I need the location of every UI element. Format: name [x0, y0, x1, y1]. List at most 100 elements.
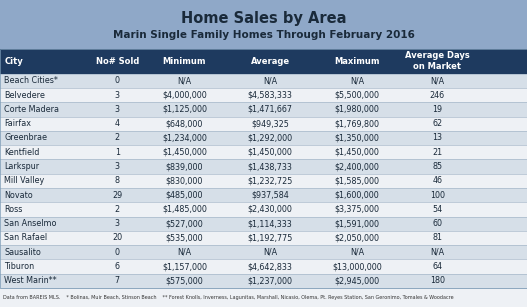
FancyBboxPatch shape — [0, 88, 527, 102]
FancyBboxPatch shape — [0, 131, 527, 145]
Text: $1,234,000: $1,234,000 — [162, 134, 207, 142]
Text: $1,769,800: $1,769,800 — [335, 119, 379, 128]
Text: $839,000: $839,000 — [165, 162, 203, 171]
Text: N/A: N/A — [178, 248, 191, 257]
Text: 180: 180 — [430, 276, 445, 285]
Text: 81: 81 — [433, 233, 442, 243]
Text: $1,450,000: $1,450,000 — [335, 148, 379, 157]
Text: Data from BAREIS MLS.    * Bolinas, Muir Beach, Stinson Beach    ** Forest Knoll: Data from BAREIS MLS. * Bolinas, Muir Be… — [3, 295, 453, 300]
Text: N/A: N/A — [431, 76, 444, 85]
Text: $13,000,000: $13,000,000 — [332, 262, 382, 271]
Text: $1,980,000: $1,980,000 — [335, 105, 379, 114]
Text: 2: 2 — [115, 205, 120, 214]
Text: West Marin**: West Marin** — [4, 276, 57, 285]
FancyBboxPatch shape — [0, 102, 527, 117]
Text: Belvedere: Belvedere — [4, 91, 45, 99]
FancyBboxPatch shape — [0, 117, 527, 131]
FancyBboxPatch shape — [0, 74, 527, 88]
FancyBboxPatch shape — [0, 259, 527, 274]
Text: $527,000: $527,000 — [165, 219, 203, 228]
Text: $1,292,000: $1,292,000 — [248, 134, 292, 142]
Text: $485,000: $485,000 — [165, 191, 203, 200]
Text: $1,192,775: $1,192,775 — [247, 233, 293, 243]
Text: 1: 1 — [115, 148, 120, 157]
Text: Beach Cities*: Beach Cities* — [4, 76, 58, 85]
Text: 4: 4 — [115, 119, 120, 128]
Text: $575,000: $575,000 — [165, 276, 203, 285]
Text: N/A: N/A — [263, 76, 277, 85]
Text: $1,125,000: $1,125,000 — [162, 105, 207, 114]
Text: $2,430,000: $2,430,000 — [248, 205, 292, 214]
Text: $1,585,000: $1,585,000 — [335, 176, 379, 185]
Text: Kentfield: Kentfield — [4, 148, 40, 157]
Text: N/A: N/A — [431, 248, 444, 257]
Text: 60: 60 — [433, 219, 442, 228]
Text: $1,450,000: $1,450,000 — [162, 148, 207, 157]
Text: Ross: Ross — [4, 205, 23, 214]
FancyBboxPatch shape — [0, 0, 527, 49]
Text: Fairfax: Fairfax — [4, 119, 31, 128]
Text: $1,471,667: $1,471,667 — [248, 105, 292, 114]
Text: Maximum: Maximum — [334, 56, 380, 66]
Text: No# Sold: No# Sold — [95, 56, 139, 66]
Text: $2,945,000: $2,945,000 — [335, 276, 379, 285]
Text: Home Sales by Area: Home Sales by Area — [181, 11, 346, 26]
Text: $2,050,000: $2,050,000 — [335, 233, 379, 243]
Text: $5,500,000: $5,500,000 — [335, 91, 379, 99]
FancyBboxPatch shape — [0, 49, 527, 74]
Text: $1,450,000: $1,450,000 — [248, 148, 292, 157]
Text: 6: 6 — [115, 262, 120, 271]
Text: $1,237,000: $1,237,000 — [248, 276, 292, 285]
Text: 64: 64 — [433, 262, 442, 271]
FancyBboxPatch shape — [0, 145, 527, 159]
Text: 13: 13 — [433, 134, 442, 142]
Text: City: City — [4, 56, 23, 66]
Text: 62: 62 — [432, 119, 443, 128]
Text: San Anselmo: San Anselmo — [4, 219, 57, 228]
FancyBboxPatch shape — [0, 245, 527, 259]
FancyBboxPatch shape — [0, 202, 527, 216]
Text: Greenbrae: Greenbrae — [4, 134, 47, 142]
Text: 29: 29 — [112, 191, 122, 200]
Text: Sausalito: Sausalito — [4, 248, 41, 257]
Text: 21: 21 — [432, 148, 443, 157]
Text: 3: 3 — [115, 105, 120, 114]
Text: 8: 8 — [115, 176, 120, 185]
Text: Average: Average — [250, 56, 290, 66]
FancyBboxPatch shape — [0, 274, 527, 288]
FancyBboxPatch shape — [0, 159, 527, 174]
FancyBboxPatch shape — [0, 231, 527, 245]
Text: $4,642,833: $4,642,833 — [248, 262, 292, 271]
FancyBboxPatch shape — [0, 288, 527, 307]
Text: Novato: Novato — [4, 191, 33, 200]
Text: Marin Single Family Homes Through February 2016: Marin Single Family Homes Through Februa… — [113, 30, 414, 40]
Text: $535,000: $535,000 — [165, 233, 203, 243]
Text: 7: 7 — [115, 276, 120, 285]
Text: San Rafael: San Rafael — [4, 233, 47, 243]
Text: 85: 85 — [432, 162, 443, 171]
Text: 3: 3 — [115, 162, 120, 171]
Text: 54: 54 — [432, 205, 443, 214]
Text: Minimum: Minimum — [163, 56, 206, 66]
Text: $1,600,000: $1,600,000 — [335, 191, 379, 200]
Text: N/A: N/A — [350, 248, 364, 257]
Text: Larkspur: Larkspur — [4, 162, 40, 171]
Text: $1,157,000: $1,157,000 — [162, 262, 207, 271]
Text: $949,325: $949,325 — [251, 119, 289, 128]
Text: $1,591,000: $1,591,000 — [335, 219, 379, 228]
Text: Mill Valley: Mill Valley — [4, 176, 44, 185]
Text: $1,438,733: $1,438,733 — [248, 162, 292, 171]
Text: $1,114,333: $1,114,333 — [248, 219, 292, 228]
Text: 3: 3 — [115, 91, 120, 99]
Text: 20: 20 — [112, 233, 122, 243]
Text: Tiburon: Tiburon — [4, 262, 34, 271]
Text: $4,000,000: $4,000,000 — [162, 91, 207, 99]
FancyBboxPatch shape — [0, 216, 527, 231]
Text: Average Days
on Market: Average Days on Market — [405, 51, 470, 71]
Text: N/A: N/A — [263, 248, 277, 257]
Text: $1,232,725: $1,232,725 — [247, 176, 293, 185]
Text: 19: 19 — [432, 105, 443, 114]
Text: $3,375,000: $3,375,000 — [335, 205, 379, 214]
Text: $830,000: $830,000 — [166, 176, 203, 185]
Text: 46: 46 — [433, 176, 442, 185]
